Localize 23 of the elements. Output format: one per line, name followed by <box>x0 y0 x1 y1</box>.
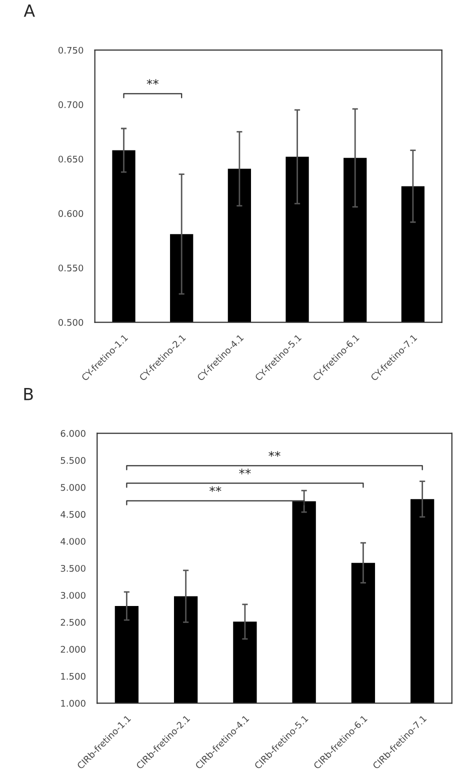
y-tick-label: 3.500 <box>60 564 86 572</box>
y-tick-label: 0.600 <box>58 210 84 217</box>
y-tick-label: 3.000 <box>60 592 86 599</box>
y-tick-label: 1.000 <box>61 700 86 707</box>
chart-title: A <box>24 4 35 17</box>
annotation: ** <box>239 468 251 474</box>
y-tick-label: 5.000 <box>60 484 86 491</box>
y-tick-label: 0.550 <box>58 264 84 272</box>
y-tick-label: 0.500 <box>58 319 84 326</box>
y-tick-label: 0.750 <box>58 46 84 54</box>
annotation: ** <box>210 486 222 492</box>
y-tick-label: 2.500 <box>60 618 86 626</box>
y-tick-label: 1.500 <box>61 672 86 680</box>
y-tick-label: 2.000 <box>60 646 86 653</box>
y-tick-label: 0.650 <box>58 156 84 163</box>
y-tick-label: 0.700 <box>58 101 84 108</box>
chart-title: B <box>24 388 33 400</box>
annotation: ** <box>268 451 280 457</box>
annotation: ** <box>146 79 159 85</box>
y-tick-label: 4.500 <box>60 510 86 518</box>
y-tick-label: 5.500 <box>60 457 86 464</box>
y-tick-label: 6.000 <box>60 430 86 437</box>
y-tick-label: 4.000 <box>60 538 86 545</box>
